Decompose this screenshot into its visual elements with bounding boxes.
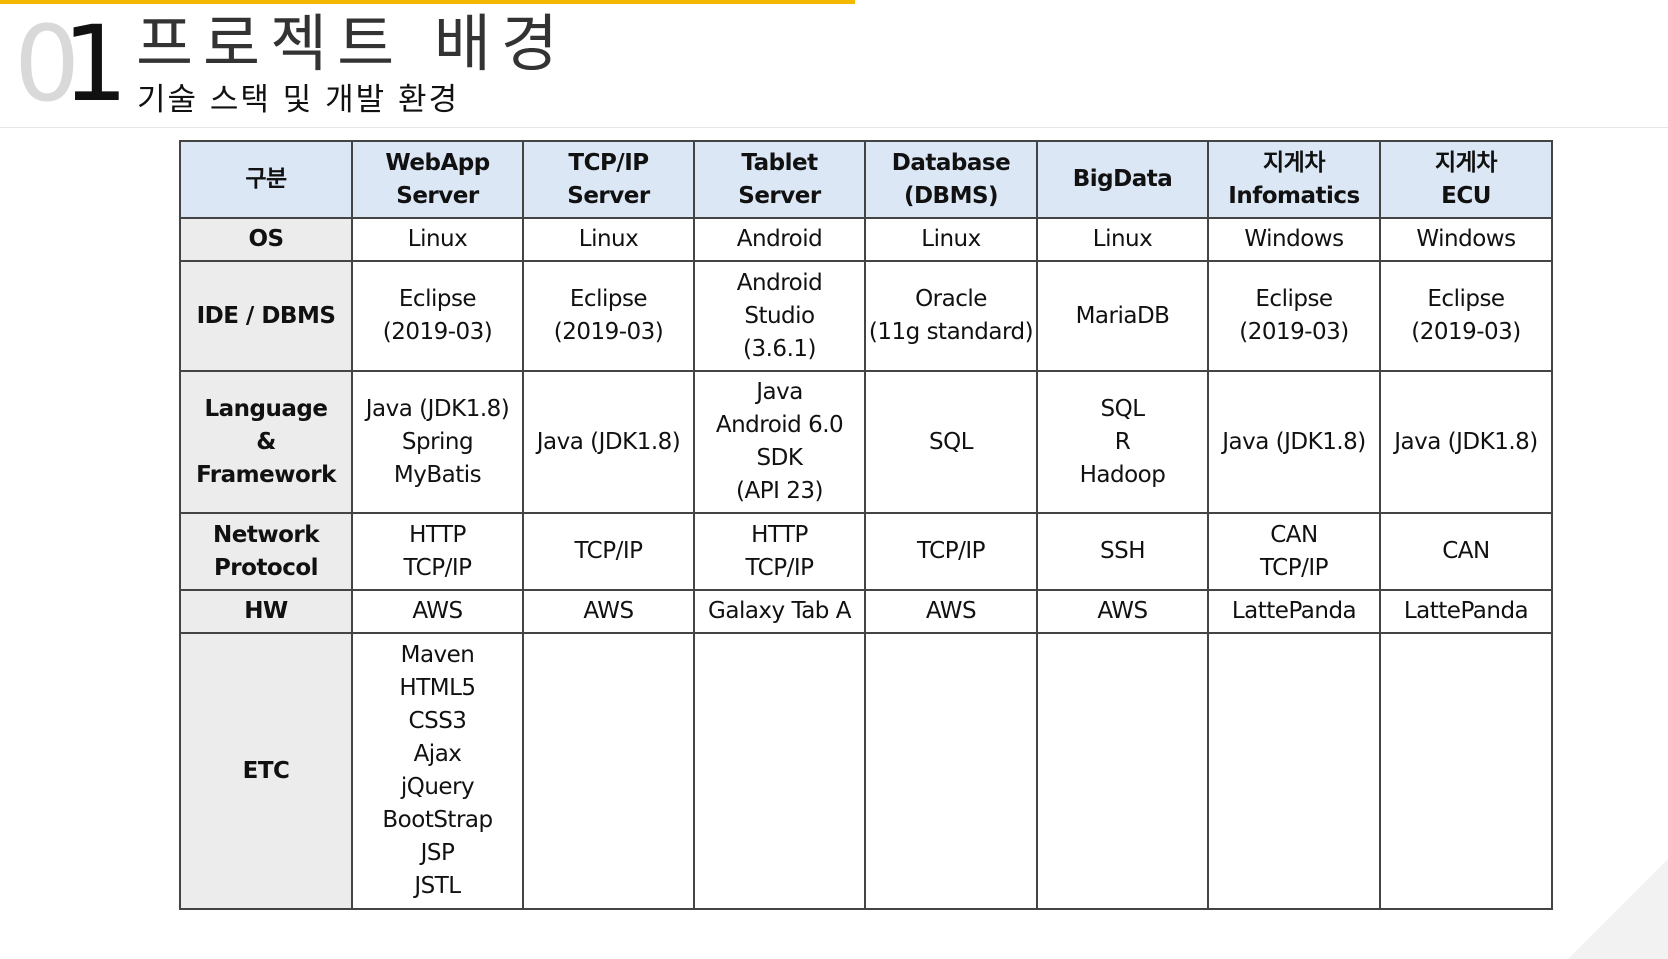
corner-header-cell: 구분: [179, 140, 353, 219]
table-cell: [522, 632, 695, 910]
row-header-language-framework: Language & Framework: [179, 370, 353, 514]
column-header-tcpip-server: TCP/IP Server: [522, 140, 695, 219]
table-cell: [1207, 632, 1381, 910]
table-cell: Java (JDK1.8): [522, 370, 695, 514]
section-number: 01: [14, 3, 128, 125]
table-cell: Galaxy Tab A: [693, 589, 866, 634]
table-cell: SQL: [864, 370, 1038, 514]
table-row-os: OS Linux Linux Android Linux Linux Windo…: [179, 217, 1553, 262]
row-header-ide-dbms: IDE / DBMS: [179, 260, 353, 372]
table-cell: TCP/IP: [864, 512, 1038, 591]
table-cell: Oracle (11g standard): [864, 260, 1038, 372]
table-cell: Linux: [1036, 217, 1209, 262]
table-cell: Eclipse (2019-03): [1379, 260, 1553, 372]
table-cell: AWS: [864, 589, 1038, 634]
table-cell: Java Android 6.0 SDK (API 23): [693, 370, 866, 514]
slide-subtitle: 기술 스택 및 개발 환경: [137, 82, 460, 118]
table-row-language-framework: Language & Framework Java (JDK1.8) Sprin…: [179, 370, 1553, 514]
table-cell: Android: [693, 217, 866, 262]
table-cell: AWS: [1036, 589, 1209, 634]
header-divider: [0, 127, 1668, 128]
table-cell: Eclipse (2019-03): [351, 260, 524, 372]
section-number-zero: 0: [14, 3, 80, 125]
table-cell: HTTP TCP/IP: [693, 512, 866, 591]
table-cell: Java (JDK1.8): [1207, 370, 1381, 514]
slide-title: 프로젝트 배경: [136, 7, 568, 80]
column-header-database: Database (DBMS): [864, 140, 1038, 219]
table-cell: CAN TCP/IP: [1207, 512, 1381, 591]
slide-header: 01 프로젝트 배경 기술 스택 및 개발 환경: [0, 0, 1668, 128]
row-header-etc: ETC: [179, 632, 353, 910]
column-header-forklift-infomatics: 지게차 Infomatics: [1207, 140, 1381, 219]
table-cell: Eclipse (2019-03): [1207, 260, 1381, 372]
accent-bar: [0, 0, 855, 4]
tech-stack-table-wrapper: 구분 WebApp Server TCP/IP Server Tablet Se…: [179, 140, 1553, 910]
table-cell: LattePanda: [1207, 589, 1381, 634]
table-cell: [693, 632, 866, 910]
table-cell: AWS: [522, 589, 695, 634]
table-cell: Java (JDK1.8) Spring MyBatis: [351, 370, 524, 514]
row-header-hw: HW: [179, 589, 353, 634]
table-cell: Java (JDK1.8): [1379, 370, 1553, 514]
table-cell: Maven HTML5 CSS3 Ajax jQuery BootStrap J…: [351, 632, 524, 910]
table-cell: [864, 632, 1038, 910]
table-row-etc: ETC Maven HTML5 CSS3 Ajax jQuery BootStr…: [179, 632, 1553, 910]
section-number-one: 1: [62, 3, 128, 125]
row-header-network-protocol: Network Protocol: [179, 512, 353, 591]
table-cell: HTTP TCP/IP: [351, 512, 524, 591]
table-cell: MariaDB: [1036, 260, 1209, 372]
column-header-tablet-server: Tablet Server: [693, 140, 866, 219]
table-cell: SSH: [1036, 512, 1209, 591]
row-header-os: OS: [179, 217, 353, 262]
table-row-network-protocol: Network Protocol HTTP TCP/IP TCP/IP HTTP…: [179, 512, 1553, 591]
table-cell: [1036, 632, 1209, 910]
table-cell: Windows: [1379, 217, 1553, 262]
table-cell: AWS: [351, 589, 524, 634]
column-header-webapp-server: WebApp Server: [351, 140, 524, 219]
table-cell: Android Studio (3.6.1): [693, 260, 866, 372]
table-row-hw: HW AWS AWS Galaxy Tab A AWS AWS LattePan…: [179, 589, 1553, 634]
table-cell: Windows: [1207, 217, 1381, 262]
table-cell: SQL R Hadoop: [1036, 370, 1209, 514]
table-cell: Linux: [351, 217, 524, 262]
table-cell: TCP/IP: [522, 512, 695, 591]
table-cell: Linux: [522, 217, 695, 262]
tech-stack-table: 구분 WebApp Server TCP/IP Server Tablet Se…: [179, 140, 1553, 910]
table-cell: Linux: [864, 217, 1038, 262]
column-header-bigdata: BigData: [1036, 140, 1209, 219]
table-header-row: 구분 WebApp Server TCP/IP Server Tablet Se…: [179, 140, 1553, 219]
table-cell: Eclipse (2019-03): [522, 260, 695, 372]
corner-decoration: [1568, 859, 1668, 959]
table-cell: LattePanda: [1379, 589, 1553, 634]
table-cell: CAN: [1379, 512, 1553, 591]
column-header-forklift-ecu: 지게차 ECU: [1379, 140, 1553, 219]
table-cell: [1379, 632, 1553, 910]
table-row-ide-dbms: IDE / DBMS Eclipse (2019-03) Eclipse (20…: [179, 260, 1553, 372]
